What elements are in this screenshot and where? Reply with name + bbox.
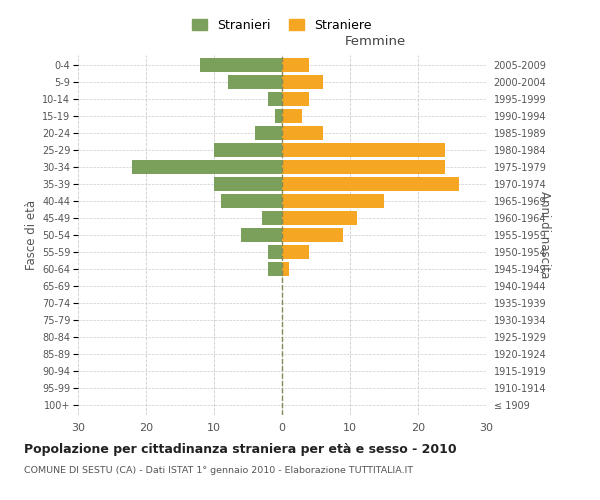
Bar: [282, 92, 309, 106]
Bar: [268, 92, 282, 106]
Bar: [282, 194, 384, 208]
Bar: [282, 58, 309, 72]
Bar: [275, 110, 282, 123]
Y-axis label: Anni di nascita: Anni di nascita: [538, 192, 551, 278]
Bar: [262, 211, 282, 225]
Bar: [255, 126, 282, 140]
Bar: [268, 245, 282, 259]
Bar: [282, 211, 357, 225]
Text: COMUNE DI SESTU (CA) - Dati ISTAT 1° gennaio 2010 - Elaborazione TUTTITALIA.IT: COMUNE DI SESTU (CA) - Dati ISTAT 1° gen…: [24, 466, 413, 475]
Bar: [282, 126, 323, 140]
Legend: Stranieri, Straniere: Stranieri, Straniere: [187, 14, 377, 37]
Bar: [282, 76, 323, 89]
Bar: [214, 178, 282, 191]
Bar: [133, 160, 282, 174]
Bar: [282, 228, 343, 242]
Bar: [282, 178, 459, 191]
Bar: [282, 262, 289, 276]
Bar: [282, 160, 445, 174]
Text: Femmine: Femmine: [345, 35, 406, 48]
Bar: [282, 245, 309, 259]
Bar: [221, 194, 282, 208]
Bar: [268, 262, 282, 276]
Text: Popolazione per cittadinanza straniera per età e sesso - 2010: Popolazione per cittadinanza straniera p…: [24, 442, 457, 456]
Y-axis label: Fasce di età: Fasce di età: [25, 200, 38, 270]
Bar: [200, 58, 282, 72]
Bar: [282, 144, 445, 157]
Bar: [214, 144, 282, 157]
Bar: [241, 228, 282, 242]
Bar: [282, 110, 302, 123]
Bar: [227, 76, 282, 89]
